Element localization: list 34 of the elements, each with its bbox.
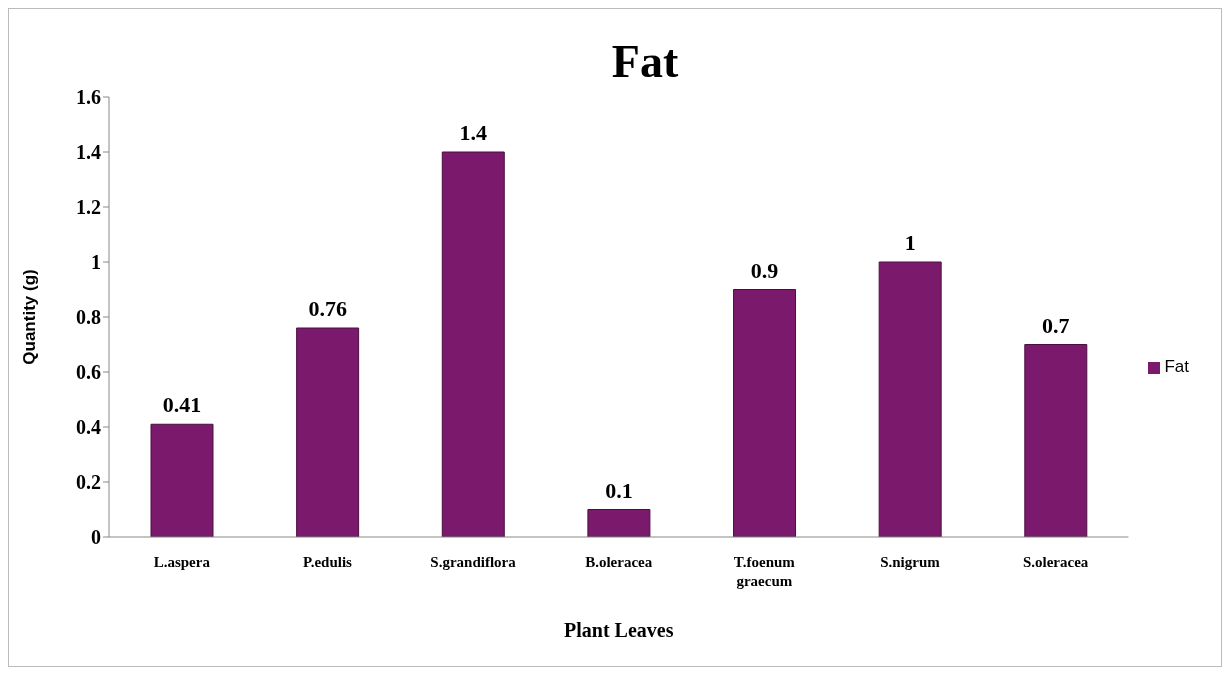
bar	[150, 423, 214, 537]
y-tick-label: 0.4	[76, 416, 101, 439]
x-tick-label: P.edulis	[302, 553, 353, 570]
x-tick-label: L.aspera	[153, 553, 211, 570]
x-tick-label: S.oleracea	[1022, 553, 1089, 570]
data-label: 0.9	[750, 257, 779, 283]
legend-label: Fat	[1164, 357, 1189, 376]
y-tick-label: 1.2	[76, 196, 101, 219]
y-tick-label: 1.6	[76, 86, 101, 109]
data-label: 1.4	[459, 120, 488, 145]
data-label: 0.41	[162, 392, 202, 418]
x-tick-label: B.oleracea	[585, 553, 653, 570]
x-tick-label: T.foenum graecum	[733, 553, 796, 589]
y-tick-label: 0.2	[76, 471, 101, 494]
y-axis-title: Quantity (g)	[20, 269, 40, 365]
x-tick-label: S.nigrum	[880, 553, 941, 570]
data-label: 0.7	[1042, 312, 1070, 338]
x-tick-label: S.grandiflora	[430, 553, 517, 570]
bar	[1024, 344, 1088, 537]
y-tick-label: 0.6	[76, 361, 101, 384]
data-label: 0.76	[308, 296, 347, 321]
bar	[733, 289, 797, 537]
y-tick-label: 1	[91, 251, 101, 274]
data-label: 0.1	[605, 477, 633, 503]
data-label: 1	[904, 230, 916, 255]
y-tick-label: 1.4	[76, 141, 101, 164]
bar	[878, 261, 942, 537]
bar	[296, 327, 360, 537]
y-tick-label: 0.8	[76, 306, 101, 329]
bar	[441, 151, 505, 537]
bar	[587, 509, 651, 537]
x-axis-title: Plant Leaves	[564, 619, 674, 641]
chart-title: Fat	[610, 36, 680, 87]
y-tick-label: 0	[91, 526, 101, 549]
